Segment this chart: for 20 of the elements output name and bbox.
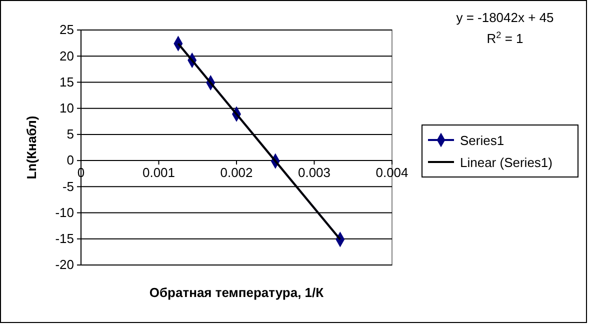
y-tick-label: 10 [60, 100, 74, 116]
y-tick-label: 25 [60, 22, 74, 38]
x-tick-label: 0.002 [220, 164, 253, 180]
y-tick-label: -20 [55, 257, 74, 272]
legend-label: Series1 [460, 133, 504, 148]
x-tick-label: 0.003 [298, 164, 331, 180]
y-tick-label: 0 [66, 152, 74, 168]
y-tick-label: -15 [55, 231, 74, 246]
y-tick-label: 20 [60, 48, 74, 64]
y-tick-label: 5 [66, 126, 74, 142]
x-axis-title: Обратная температура, 1/К [149, 285, 324, 300]
y-tick-label: 15 [60, 74, 74, 90]
y-tick-label: -5 [62, 178, 74, 194]
y-tick-label: -10 [55, 204, 74, 220]
y-axis-title: Ln(Кнабл) [24, 116, 39, 180]
x-tick-label: 0.004 [376, 164, 408, 180]
legend-label: Linear (Series1) [460, 155, 552, 170]
text: y = -18042x + 45 [456, 10, 554, 25]
text: R$^{2}$ = 1 [486, 30, 524, 46]
x-tick-label: 0.001 [142, 164, 176, 180]
